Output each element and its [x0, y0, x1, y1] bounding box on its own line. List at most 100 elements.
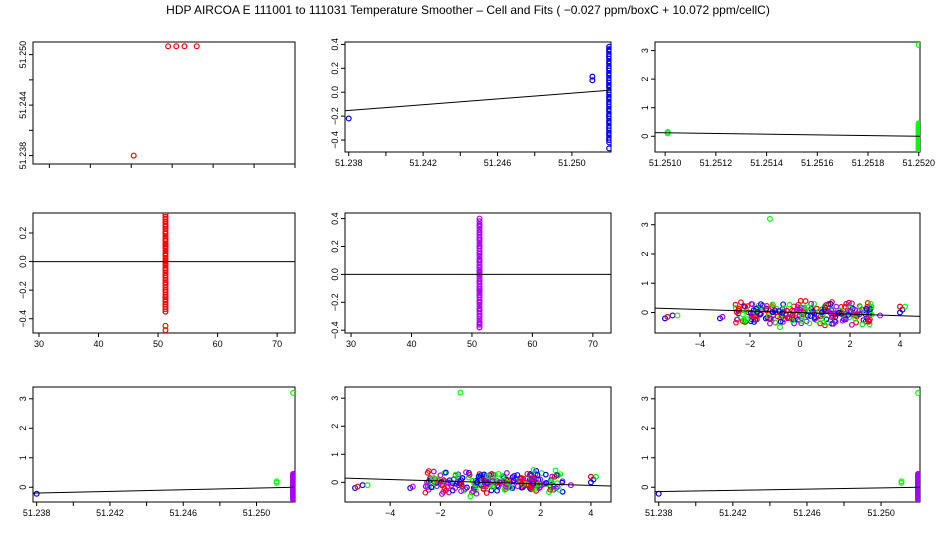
chart-p5: 30 40 50 60 70 −0.4 −0.2 0.0 0.2 0.4	[330, 212, 612, 349]
fit-line	[345, 477, 611, 487]
data-point-cell	[96, 35, 101, 40]
cloud-point	[749, 301, 756, 308]
cloud-point	[867, 300, 874, 307]
x-tick-label: 51.2520	[902, 158, 935, 168]
x-tick-label: 51.2518	[852, 158, 885, 168]
column-point	[476, 275, 483, 282]
cloud-point	[430, 474, 437, 481]
data-point-cell	[63, 35, 68, 40]
column-point	[476, 308, 483, 315]
x-tick-label: 51.242	[96, 508, 124, 518]
cloud-point	[820, 319, 827, 326]
column-point	[476, 270, 483, 277]
data-point-cell	[276, 35, 281, 40]
plot-frame	[344, 386, 612, 503]
x-tick-label: 51.2514	[750, 158, 783, 168]
column-point	[476, 231, 483, 238]
cloud-point	[757, 301, 764, 307]
data-point-cell	[186, 35, 191, 40]
data-point-hs2	[33, 490, 40, 497]
cloud-point	[828, 307, 835, 314]
y-tick-label: 0.0	[18, 255, 28, 268]
data-point-cell	[31, 35, 36, 40]
column-point	[476, 250, 483, 257]
column-point	[476, 297, 483, 304]
column-point	[476, 234, 483, 241]
x-tick-label: 51.246	[484, 158, 512, 168]
x-tick-label: 51.238	[645, 508, 673, 518]
column-point	[162, 213, 169, 218]
data-point-hs1	[915, 42, 920, 48]
column-point	[476, 299, 483, 306]
cloud-point	[433, 483, 440, 490]
column-point	[476, 229, 483, 236]
cloud-point	[802, 298, 809, 304]
cloud-point	[823, 302, 830, 308]
data-point-hs2	[359, 482, 366, 489]
cloud-point	[483, 490, 490, 496]
data-point-cell	[72, 35, 77, 40]
chart-p6: −4 −2 0 2 4 0 1 2 3	[640, 212, 921, 349]
fit-line	[33, 486, 295, 494]
y-tick-label: 0	[640, 310, 650, 315]
data-point-ls2	[476, 215, 483, 222]
x-tick-label: 51.250	[243, 508, 271, 518]
data-point-cell	[130, 152, 137, 159]
cloud-point	[489, 484, 496, 490]
cloud-point	[519, 484, 526, 491]
y-tick-label: 3	[640, 48, 650, 53]
cloud-point	[733, 319, 739, 326]
cloud-point	[757, 311, 764, 318]
cloud-point	[849, 300, 855, 307]
y-tick-label: 1	[330, 452, 340, 457]
cloud-point	[863, 305, 870, 312]
cloud-point	[842, 303, 848, 310]
cloud-point	[836, 309, 842, 316]
data-point-cell	[55, 35, 60, 40]
x-tick-label: 30	[346, 339, 356, 349]
column-point	[476, 318, 483, 325]
column-point	[476, 223, 483, 230]
data-point-hs1	[364, 482, 371, 489]
data-point-cell	[235, 35, 240, 40]
column-point	[162, 213, 169, 220]
cloud-point	[484, 473, 491, 479]
column-point	[476, 310, 483, 317]
plot-frame	[654, 41, 921, 153]
data-point-cell	[203, 35, 208, 40]
cloud-point	[430, 468, 437, 475]
x-tick-label: 50	[153, 339, 163, 349]
y-tick-label: 0.4	[330, 212, 340, 225]
cloud-point	[859, 321, 866, 328]
x-tick-label: 51.2512	[700, 158, 733, 168]
y-tick-label: −0.4	[330, 131, 340, 149]
cloud-point	[824, 320, 830, 326]
plot-frame	[32, 41, 296, 165]
y-tick-label: −0.4	[330, 321, 340, 339]
cloud-point	[806, 320, 813, 327]
cloud-point	[556, 486, 563, 493]
data-point-hs1	[457, 389, 464, 396]
x-tick-label: 60	[213, 339, 223, 349]
cloud-point	[520, 475, 527, 482]
cloud-point	[741, 317, 747, 323]
column-point	[476, 267, 483, 274]
cloud-point	[445, 479, 451, 486]
cloud-point	[786, 301, 793, 308]
column-point	[476, 289, 483, 296]
cloud-point	[466, 472, 473, 478]
x-tick-label: 51.246	[169, 508, 197, 518]
y-tick-label: 0	[330, 480, 340, 485]
chart-p1: 51.238 51.244 51.250	[18, 35, 296, 169]
cloud-point	[800, 302, 806, 309]
x-tick-label: 51.246	[793, 508, 821, 518]
y-tick-label: −0.2	[18, 281, 28, 299]
cloud-point	[743, 316, 750, 323]
y-tick-label: 0	[640, 134, 650, 139]
cloud-point	[458, 481, 465, 488]
column-point	[476, 280, 483, 287]
x-tick-label: 40	[93, 339, 103, 349]
plot-marks	[345, 389, 611, 500]
cloud-point	[864, 300, 871, 306]
column-point	[476, 259, 483, 266]
